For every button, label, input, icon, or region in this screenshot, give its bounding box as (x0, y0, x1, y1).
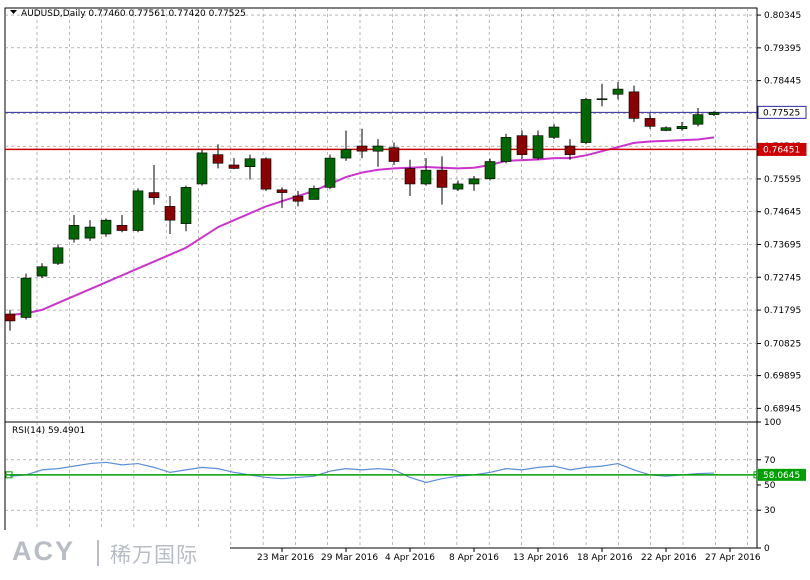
candle-bear (356, 145, 368, 152)
time-tick-label: 13 Apr 2016 (513, 553, 569, 563)
candle-bull (196, 152, 208, 185)
price-tick-label: 0.79395 (764, 44, 801, 54)
candle-bear (212, 154, 224, 164)
price-tick-label: 0.73695 (764, 240, 801, 250)
price-tick-label: 0.75595 (764, 175, 801, 185)
candle-bull (84, 226, 96, 239)
watermark-brand: ACY (12, 536, 76, 566)
watermark-separator (97, 540, 99, 566)
candle-bull (500, 137, 512, 162)
price-level-label: 0.76451 (763, 145, 800, 155)
time-tick-label: 29 Mar 2016 (321, 553, 378, 563)
time-tick-label: 27 Apr 2016 (705, 553, 761, 563)
rsi-title: RSI(14) 59.4901 (12, 426, 85, 436)
candle-bull (68, 225, 80, 240)
candle-bull (692, 114, 704, 125)
candle-bear (164, 206, 176, 221)
time-tick-label: 18 Apr 2016 (577, 553, 633, 563)
candle-bear (516, 135, 528, 155)
candle-bull (180, 187, 192, 224)
time-tick-label: 22 Apr 2016 (641, 553, 697, 563)
candle-bull (420, 169, 432, 185)
candle-bull (36, 266, 48, 277)
candle-bull (372, 145, 384, 152)
time-tick-label: 8 Apr 2016 (449, 553, 499, 563)
candle-bull (324, 157, 336, 188)
candle-bull (580, 99, 592, 143)
candle-bull (532, 135, 544, 159)
price-tick-label: 0.78445 (764, 77, 801, 87)
candle-bear (292, 195, 304, 202)
moving-average-line (9, 136, 715, 317)
candle-bear (436, 169, 448, 188)
price-tick-label: 0.70825 (764, 340, 801, 350)
price-tick-label: 0.71795 (764, 306, 801, 316)
watermark-logo: ACY 稀万国际 (0, 530, 230, 576)
rsi-tick-label: 30 (764, 506, 776, 516)
candle-bull (308, 188, 320, 200)
watermark-cn: 稀万国际 (110, 543, 198, 567)
candle-bear (628, 91, 640, 119)
candle-bear (276, 189, 288, 193)
rsi-tick-label: 70 (764, 456, 776, 466)
candle-bear (260, 158, 272, 190)
candle-bear (148, 192, 160, 199)
time-tick-label: 23 Mar 2016 (257, 553, 314, 563)
chart-title: AUDUSD,Daily 0.77460 0.77561 0.77420 0.7… (21, 9, 246, 19)
candle-bear (388, 147, 400, 162)
candle-bull (340, 149, 352, 159)
candle-bull (596, 98, 608, 101)
candle-bull (52, 247, 64, 264)
price-tick-label: 0.74645 (764, 208, 801, 218)
price-tick-label: 0.80345 (764, 11, 801, 21)
price-level-label: 0.77525 (763, 108, 800, 118)
candle-bear (404, 168, 416, 185)
candle-bull (660, 127, 672, 131)
candle-bear (564, 145, 576, 155)
candle-bull (20, 277, 32, 318)
candle-bull (132, 190, 144, 231)
candle-bear (116, 225, 128, 231)
time-tick-label: 4 Apr 2016 (385, 553, 435, 563)
candle-bull (676, 126, 688, 130)
rsi-level-label-box (758, 468, 806, 481)
rsi-line (9, 461, 715, 484)
candle-bear (4, 313, 16, 322)
candle-bull (484, 161, 496, 180)
candle-bull (452, 183, 464, 190)
price-tick-label: 0.68945 (764, 404, 801, 414)
candle-bull (468, 178, 480, 185)
candle-bull (708, 112, 720, 115)
price-tick-label: 0.72745 (764, 273, 801, 283)
rsi-tick-label: 50 (764, 481, 776, 491)
candle-bear (644, 118, 656, 127)
price-level-label-box (757, 142, 807, 156)
candle-bull (100, 219, 112, 235)
candle-bull (548, 126, 560, 138)
candle-bull (244, 158, 256, 167)
rsi-level-marker (5, 471, 13, 479)
rsi-level-label: 58.0645 (763, 471, 800, 481)
price-tick-label: 0.69895 (764, 372, 801, 382)
candle-bull (612, 88, 624, 95)
rsi-tick-label: 0 (764, 544, 770, 554)
price-level-label-box (757, 105, 807, 119)
rsi-tick-label: 100 (764, 418, 781, 428)
candle-bear (228, 164, 240, 169)
dropdown-arrow-icon (10, 10, 17, 14)
